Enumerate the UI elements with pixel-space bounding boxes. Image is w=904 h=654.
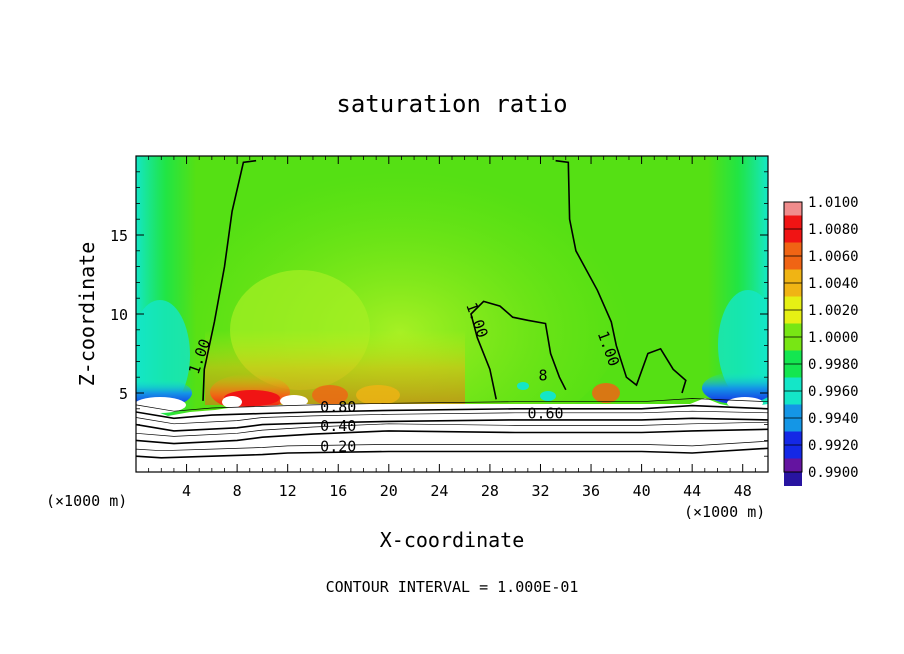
contour-label: 0.40 (320, 417, 356, 435)
x-tick-label: 20 (380, 482, 398, 500)
plot-area: 1.001.001.000.80 0.600.400.208 (136, 156, 768, 472)
terrain-contour-0.4 (136, 428, 768, 445)
x-axis-unit-right: (×1000 m) (684, 503, 765, 521)
y-tick-label: 5 (119, 385, 128, 403)
terrain-contour-0.2 (136, 447, 768, 459)
x-axis-label: X-coordinate (380, 528, 525, 552)
white-patch-left-2 (222, 396, 242, 408)
cyan-speck-mid-2 (540, 391, 556, 401)
saturation-contours (202, 159, 687, 401)
chart-title: saturation ratio (336, 90, 567, 118)
sat-1.00-left (202, 159, 257, 401)
colorbar-label: 1.0080 (808, 222, 859, 238)
orange-blob-2 (356, 385, 400, 405)
y-tick-label: 10 (110, 306, 128, 324)
sat-1.00-middle (470, 300, 567, 400)
terrain-contour-0.8 (136, 404, 768, 420)
terrain-contours (136, 398, 768, 459)
x-tick-label: 48 (734, 482, 752, 500)
colorbar-label: 1.0020 (808, 303, 859, 319)
x-axis-ticks: 4 8 12 16 20 24 28 32 36 40 44 48 (148, 156, 756, 500)
colorbar-swatch (784, 458, 802, 473)
sat-1.00-right (555, 159, 687, 394)
terrain-contour-minor (136, 410, 768, 425)
colorbar-label: 0.9920 (808, 438, 859, 454)
blue-blob-right (702, 372, 768, 404)
colorbar-label: 0.9980 (808, 357, 859, 373)
x-tick-label: 16 (329, 482, 347, 500)
colorbar-label: 0.9940 (808, 411, 859, 427)
x-tick-label: 40 (633, 482, 651, 500)
colorbar-swatch (784, 202, 802, 216)
contour-label: 0.60 (527, 404, 563, 422)
colorbar-label: 1.0040 (808, 276, 859, 292)
cyan-speck-mid (517, 382, 529, 390)
contour-label: 8 (538, 366, 547, 384)
x-tick-label: 28 (481, 482, 499, 500)
x-axis-unit-left: (×1000 m) (46, 492, 127, 510)
contour-label: 0.80 (320, 398, 356, 416)
orange-blob-1 (312, 385, 348, 405)
x-tick-label: 32 (531, 482, 549, 500)
colorbar-label: 0.9960 (808, 384, 859, 400)
x-tick-label: 36 (582, 482, 600, 500)
terrain-contour-0.6 (136, 417, 768, 432)
colorbar-label: 1.0000 (808, 330, 859, 346)
x-tick-label: 8 (233, 482, 242, 500)
y-axis-label: Z-coordinate (75, 242, 99, 387)
x-tick-label: 4 (182, 482, 191, 500)
x-tick-label: 44 (683, 482, 701, 500)
y-axis-ticks: 5 10 15 (110, 171, 768, 457)
terrain-contour-minor (136, 421, 768, 437)
x-tick-label: 24 (430, 482, 448, 500)
colorbar-label: 1.0060 (808, 249, 859, 265)
colorbar-label: 1.0100 (808, 195, 859, 211)
contour-interval-footer: CONTOUR INTERVAL = 1.000E-01 (326, 578, 579, 596)
colorbar-label: 0.9900 (808, 465, 859, 481)
y-tick-label: 15 (110, 227, 128, 245)
terrain-contour-minor (136, 440, 768, 452)
orange-blob-3 (592, 383, 620, 403)
colorbar: 1.0100 1.0080 1.0060 1.0040 1.0020 1.0000 0.99… (783, 195, 859, 486)
contour-label: 0.20 (320, 437, 356, 455)
terrain-contour-minor (136, 398, 768, 412)
x-tick-label: 12 (279, 482, 297, 500)
